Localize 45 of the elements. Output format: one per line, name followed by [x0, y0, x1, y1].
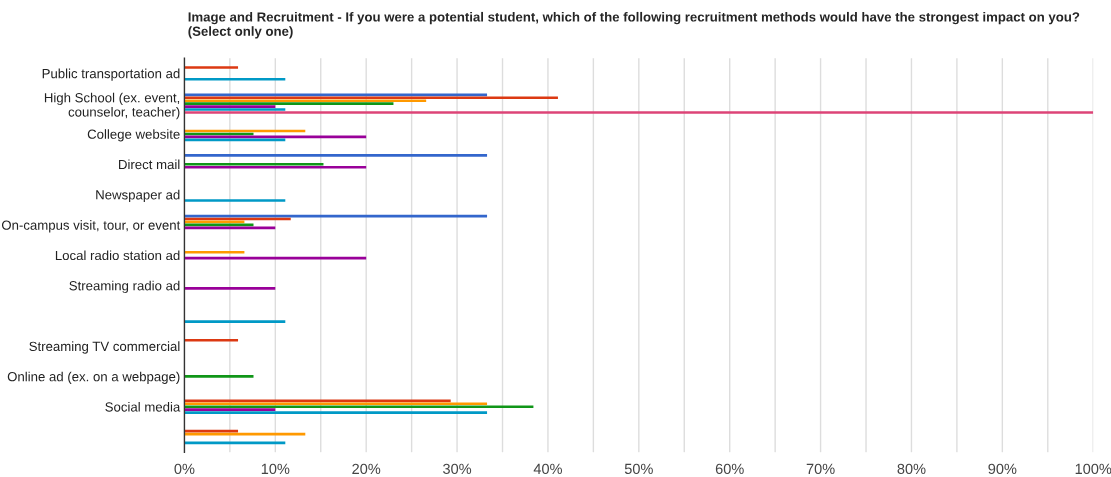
- y-tick-label: Local radio station ad: [55, 250, 180, 261]
- chart-title: Image and Recruitment - If you were a potential student, which of the following recruitment methods would have the strongest impact on you? (Select only one): [188, 11, 1080, 39]
- y-tick-label: Online ad (ex. on a webpage): [7, 371, 180, 384]
- bar: [184, 99, 427, 103]
- y-tick-label: Social media: [105, 401, 181, 412]
- bar: [184, 77, 286, 81]
- x-tick-label: 10%: [261, 463, 290, 475]
- bar: [184, 108, 286, 111]
- x-tick-label: 90%: [988, 463, 1017, 475]
- y-tick-label: Newspaper ad: [96, 189, 180, 203]
- x-tick-label: 40%: [533, 463, 563, 475]
- x-tick-label: 60%: [715, 463, 744, 475]
- x-tick-label: 80%: [897, 463, 926, 475]
- y-tick-label: Direct mail: [119, 159, 180, 170]
- x-tick-label: 70%: [806, 463, 835, 475]
- bar: [184, 250, 245, 254]
- bar: [184, 93, 488, 97]
- x-tick-label: 50%: [624, 463, 653, 475]
- bar: [184, 411, 488, 414]
- bar: [184, 320, 286, 324]
- y-tick-label: Streaming TV commercial: [29, 341, 180, 354]
- bar: [184, 96, 558, 100]
- bar: [184, 199, 286, 202]
- y-tick-label: Public transportation ad: [42, 68, 180, 81]
- x-tick-label: 0%: [174, 463, 195, 475]
- bar: [184, 154, 488, 157]
- bar: [184, 405, 534, 409]
- bar: [184, 102, 394, 105]
- bar: [184, 408, 276, 411]
- bar: [184, 111, 1094, 114]
- y-tick-label: On-campus visit, tour, or event: [1, 220, 181, 233]
- bar: [184, 66, 239, 69]
- y-tick-label: Streaming radio ad: [69, 280, 180, 294]
- x-tick-label: 100%: [1075, 463, 1111, 475]
- bar: [184, 105, 276, 108]
- bar: [184, 165, 367, 169]
- y-tick-label: College website: [87, 129, 180, 142]
- bar: [184, 162, 324, 166]
- x-tick-label: 30%: [443, 463, 472, 475]
- bar: [184, 402, 488, 406]
- y-tick-label: High School (ex. event, counselor, teacher): [44, 92, 180, 120]
- x-tick-label: 20%: [352, 463, 381, 475]
- bar: [184, 338, 239, 342]
- bar: [184, 287, 276, 290]
- bar: [184, 375, 254, 378]
